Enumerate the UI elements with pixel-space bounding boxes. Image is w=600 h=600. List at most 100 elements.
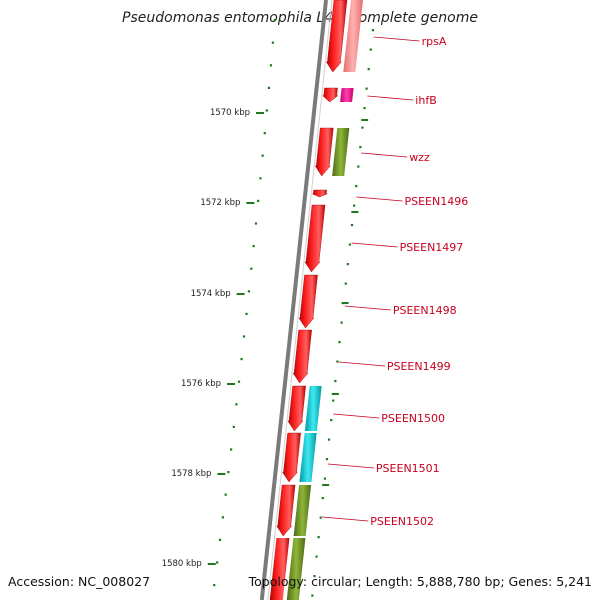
gene-layer	[269, 0, 363, 600]
minor-tick	[245, 312, 248, 315]
minor-tick	[336, 360, 339, 363]
scale-label: 1572 kbp	[200, 198, 240, 208]
minor-tick	[273, 19, 276, 22]
label-leader	[367, 95, 414, 101]
category-block	[286, 538, 306, 600]
backbone-layer	[259, 0, 333, 600]
cds-arrow	[269, 538, 290, 600]
minor-tick	[240, 358, 243, 361]
scale-label: 1576 kbp	[181, 379, 221, 389]
minor-tick	[250, 267, 253, 270]
minor-tick	[247, 290, 251, 293]
genome-backbone	[259, 0, 328, 600]
category-block	[293, 485, 312, 536]
minor-tick	[323, 477, 327, 480]
category-block	[332, 128, 350, 176]
gene-label: PSEEN1498	[393, 304, 457, 317]
minor-tick	[237, 380, 241, 383]
scale-major-tick	[207, 563, 216, 565]
minor-tick	[319, 516, 322, 519]
cds-arrow	[276, 484, 296, 537]
minor-tick	[257, 199, 260, 202]
minor-tick	[218, 538, 222, 541]
gene-label: PSEEN1501	[376, 462, 440, 475]
gene-label: rpsA	[422, 35, 447, 48]
minor-tick	[224, 493, 227, 496]
minor-tick	[355, 185, 358, 188]
genome-title: Pseudomonas entomophila L48, complete ge…	[122, 10, 478, 26]
gene-label: ihfB	[415, 94, 436, 107]
minor-tick	[365, 87, 368, 90]
scale-major-tick	[236, 293, 245, 295]
gene-label: PSEEN1499	[387, 360, 451, 373]
minor-tick	[221, 516, 224, 519]
minor-tick	[271, 41, 274, 44]
scale-major-tick	[217, 473, 226, 475]
minor-tick	[317, 536, 320, 539]
minor-tick	[269, 64, 273, 67]
category-block	[340, 88, 354, 102]
minor-tick	[350, 224, 354, 227]
scale-major-tick	[246, 202, 255, 204]
accession-text: Accession: NC_008027	[8, 574, 151, 589]
minor-tick	[325, 458, 329, 461]
minor-tick	[213, 584, 216, 587]
scale-major-tick	[256, 112, 265, 114]
minor-tick	[359, 146, 362, 149]
scale-tick-layer: 1570 kbp 1572 kbp 1574 kbp 1576 kbp 1578 kbp…	[162, 19, 374, 597]
minor-tick	[311, 594, 314, 597]
cds-arrow	[282, 432, 301, 483]
gene-label: PSEEN1497	[400, 241, 464, 254]
minor-tick	[338, 341, 341, 344]
cds-arrow	[314, 127, 334, 177]
cds-arrow	[312, 189, 328, 198]
minor-tick	[357, 165, 360, 168]
label-leader	[333, 413, 380, 419]
scale-major-tick	[227, 383, 236, 385]
label-leader	[373, 36, 420, 42]
minor-tick	[344, 282, 347, 285]
category-block	[299, 433, 317, 482]
minor-tick	[263, 132, 266, 135]
minor-tick	[254, 222, 258, 225]
minor-tick	[367, 68, 370, 71]
major-tick	[341, 302, 349, 304]
label-leader	[344, 305, 391, 311]
minor-tick	[265, 109, 268, 112]
minor-tick	[227, 471, 230, 474]
major-tick	[322, 484, 330, 486]
minor-tick	[332, 399, 335, 402]
cds-arrow	[325, 0, 348, 73]
scale-label: 1580 kbp	[162, 559, 202, 569]
minor-tick	[371, 29, 374, 32]
minor-tick	[261, 154, 264, 157]
minor-tick	[330, 419, 333, 422]
cds-arrow	[292, 329, 312, 384]
minor-tick	[230, 448, 233, 451]
minor-tick	[216, 561, 219, 564]
minor-tick	[315, 555, 318, 558]
scale-label: 1570 kbp	[210, 108, 250, 118]
cds-arrow	[298, 274, 318, 329]
minor-tick	[232, 425, 235, 428]
gene-label: wzz	[409, 151, 430, 164]
minor-tick	[313, 575, 316, 578]
category-block	[304, 386, 322, 431]
label-leader	[351, 242, 398, 248]
minor-tick	[235, 403, 238, 406]
major-tick	[361, 119, 369, 121]
minor-tick	[361, 126, 364, 129]
backbone-outline	[267, 0, 333, 600]
major-tick	[331, 393, 339, 395]
scale-label: 1578 kbp	[171, 469, 211, 479]
minor-tick	[363, 107, 366, 110]
cds-arrow	[304, 204, 326, 273]
minor-tick	[348, 243, 352, 246]
minor-tick	[369, 48, 372, 51]
category-block	[343, 0, 363, 72]
minor-tick	[327, 438, 331, 441]
summary-text: Topology: circular; Length: 5,888,780 bp…	[248, 574, 592, 589]
label-layer: rpsA ihfB wzz PSEEN1496 PSEEN1497 PSEEN1498 PS…	[322, 35, 468, 528]
minor-tick	[252, 245, 255, 248]
